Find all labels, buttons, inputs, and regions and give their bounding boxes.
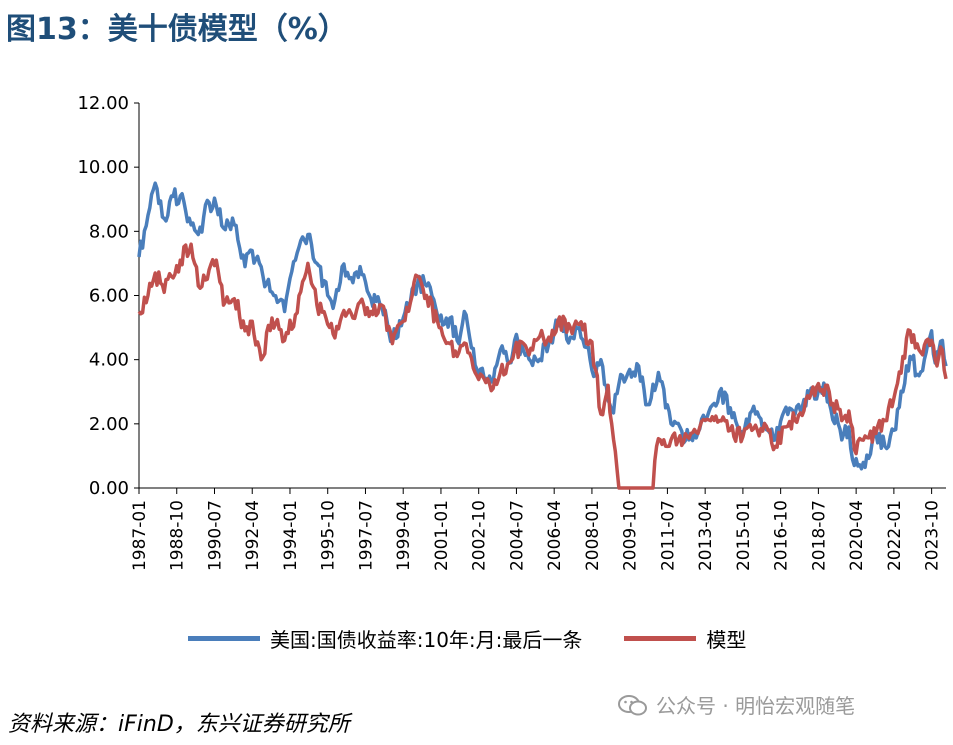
x-tick-label: 1995-10 bbox=[319, 500, 339, 571]
x-tick-label: 1990-07 bbox=[205, 500, 225, 571]
legend-swatch-model bbox=[624, 636, 697, 641]
legend-item-model: 模型 bbox=[624, 624, 746, 653]
x-tick-label: 1999-04 bbox=[394, 500, 414, 571]
x-tick-label: 2022-01 bbox=[885, 500, 905, 571]
x-tick-label: 2015-01 bbox=[734, 500, 754, 571]
legend: 美国:国债收益率:10年:月:最后一条 模型 bbox=[188, 624, 788, 653]
chart-title: 图13：美十债模型（%） bbox=[6, 12, 348, 47]
x-axis: 1987-01 1988-10 1990-07 1992-04 1994-01 1995-… bbox=[130, 487, 946, 571]
y-tick-label: 4.00 bbox=[89, 350, 129, 371]
x-tick-label: 1987-01 bbox=[130, 500, 150, 571]
x-tick-label: 2013-04 bbox=[696, 500, 716, 571]
x-tick-label: 1992-04 bbox=[243, 500, 263, 571]
x-tick-label: 2002-10 bbox=[470, 500, 490, 571]
source-note: 资料来源：iFinD，东兴证券研究所 bbox=[8, 712, 350, 737]
x-tick-label: 2009-10 bbox=[621, 500, 641, 571]
y-tick-label: 8.00 bbox=[89, 221, 129, 242]
wechat-icon bbox=[618, 694, 647, 715]
y-tick-label: 2.00 bbox=[89, 414, 129, 435]
legend-label-model: 模型 bbox=[706, 628, 747, 652]
x-tick-label: 2023-10 bbox=[923, 500, 943, 571]
watermark-text: 公众号 · 明怡宏观随笔 bbox=[656, 694, 856, 718]
x-tick-label: 1997-07 bbox=[356, 500, 376, 571]
x-tick-label: 2016-10 bbox=[772, 500, 792, 571]
legend-item-us10y: 美国:国债收益率:10年:月:最后一条 bbox=[188, 624, 582, 653]
y-tick-label: 6.00 bbox=[89, 286, 129, 307]
x-tick-label: 2011-07 bbox=[658, 500, 678, 571]
watermark: 公众号 · 明怡宏观随笔 bbox=[618, 690, 855, 719]
series-line-model bbox=[137, 242, 948, 490]
legend-label-us10y: 美国:国债收益率:10年:月:最后一条 bbox=[270, 628, 583, 652]
y-axis: 0.00 2.00 4.00 6.00 8.00 10.00 12.00 bbox=[77, 93, 140, 499]
x-tick-label: 2001-01 bbox=[432, 500, 452, 571]
x-tick-label: 2008-01 bbox=[583, 500, 603, 571]
x-tick-label: 1988-10 bbox=[168, 500, 188, 571]
y-tick-label: 0.00 bbox=[89, 478, 129, 499]
x-tick-label: 2018-07 bbox=[809, 500, 829, 571]
y-tick-label: 10.00 bbox=[77, 157, 129, 178]
series-line-us10y bbox=[137, 181, 948, 471]
x-tick-label: 1994-01 bbox=[281, 500, 301, 571]
legend-swatch-us10y bbox=[188, 636, 260, 641]
series-layer bbox=[137, 181, 948, 490]
x-tick-label: 2020-04 bbox=[847, 500, 867, 571]
y-tick-label: 12.00 bbox=[77, 93, 129, 114]
x-tick-label: 2004-07 bbox=[507, 500, 527, 571]
x-tick-label: 2006-04 bbox=[545, 500, 565, 571]
